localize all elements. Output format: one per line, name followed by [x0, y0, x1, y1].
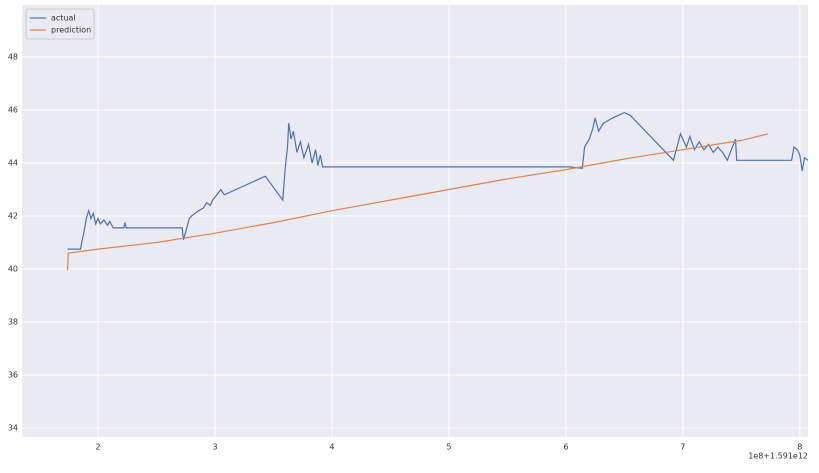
y-tick-label: 40: [8, 264, 18, 273]
x-tick-label: 7: [680, 443, 685, 452]
y-tick-label: 42: [8, 211, 18, 220]
legend-label: actual: [51, 14, 76, 23]
y-tick-label: 44: [8, 158, 18, 167]
x-tick-label: 3: [212, 443, 217, 452]
y-tick-label: 46: [8, 105, 18, 114]
series-line: [67, 133, 769, 271]
legend-label: prediction: [51, 26, 91, 35]
legend-box: [25, 8, 95, 40]
y-tick-label: 36: [8, 370, 18, 379]
y-tick-label: 34: [8, 423, 18, 432]
x-tick-label: 5: [446, 443, 451, 452]
x-offset-label: 1e8+1.591e12: [748, 452, 808, 461]
y-tick-label: 48: [8, 52, 18, 61]
x-tick-label: 2: [95, 443, 100, 452]
plot-area: [22, 5, 808, 437]
x-tick-label: 8: [797, 443, 802, 452]
x-tick-label: 6: [563, 443, 568, 452]
x-tick-label: 4: [329, 443, 334, 452]
series-line: [67, 111, 809, 250]
y-tick-label: 38: [8, 317, 18, 326]
